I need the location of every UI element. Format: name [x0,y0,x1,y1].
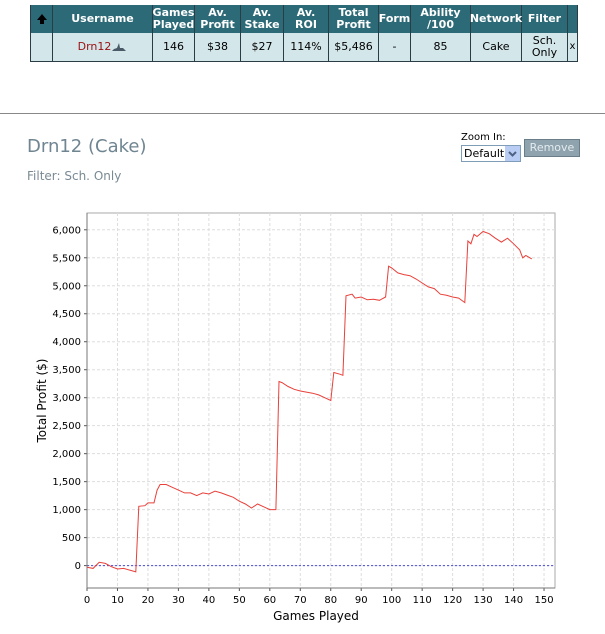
column-header: Total Profit [329,5,379,33]
zoom-label: Zoom In: [461,132,506,143]
y-tick-label: 1,000 [52,505,81,516]
row-cell: 114% [284,33,329,62]
x-tick-label: 0 [84,595,90,606]
y-axis-label: Total Profit ($) [35,359,49,444]
remove-link[interactable]: x [568,33,578,62]
zoom-select[interactable]: Default [461,145,521,162]
x-axis-label: Games Played [273,609,359,623]
y-tick-label: 4,500 [52,309,81,320]
panel-filter: Filter: Sch. Only [27,169,122,183]
y-tick-label: 6,000 [52,225,81,236]
row-cell: $27 [241,33,284,62]
sort-arrow-icon [36,14,47,24]
column-header: Av. ROI [284,5,329,33]
x-tick-label: 40 [203,595,216,606]
x-tick-label: 100 [382,595,401,606]
x-tick-label: 30 [172,595,185,606]
x-tick-label: 120 [443,595,462,606]
select-arrow [505,146,520,161]
row-cell: Sch. Only [522,33,568,62]
y-tick-label: 0 [75,561,81,572]
row-cell: $38 [195,33,241,62]
column-header: Form [379,5,411,33]
x-tick-label: 130 [474,595,493,606]
remove-button[interactable]: Remove [524,139,580,157]
column-header: Av. Stake [241,5,284,33]
x-tick-label: 10 [111,595,124,606]
x-tick-label: 70 [294,595,307,606]
x-tick-label: 140 [504,595,523,606]
sort-button[interactable] [30,5,53,33]
x-tick-label: 20 [142,595,155,606]
username-cell: Drn12 [53,33,153,62]
row-cell: 146 [153,33,195,62]
y-tick-label: 5,500 [52,253,81,264]
x-tick-label: 80 [324,595,337,606]
column-header: Games Played [152,5,195,33]
row-cell: 85 [411,33,471,62]
column-header: Filter [522,5,568,33]
column-header [568,5,578,33]
x-tick-label: 110 [413,595,432,606]
profit-line [86,230,533,573]
row-cell: Cake [471,33,522,62]
y-tick-label: 4,000 [52,337,81,348]
row-cell: $5,486 [329,33,379,62]
plot-area [86,212,556,589]
column-header: Username [53,5,153,33]
y-tick-label: 2,000 [52,449,81,460]
y-tick-label: 2,500 [52,421,81,432]
y-tick-label: 3,500 [52,365,81,376]
x-tick-label: 150 [534,595,553,606]
y-tick-label: 1,500 [52,477,81,488]
column-header: Network [470,5,522,33]
username-link[interactable]: Drn12 [77,40,112,53]
column-header: Av. Profit [195,5,241,33]
row-cell [30,33,53,62]
y-tick-label: 500 [62,533,81,544]
panel-title: Drn12 (Cake) [27,136,147,157]
divider [0,113,605,114]
column-header: Ability /100 [411,5,471,33]
shark-icon [112,43,127,51]
x-tick-label: 60 [263,595,276,606]
x-tick-label: 90 [355,595,368,606]
y-tick-label: 5,000 [52,281,81,292]
y-tick-label: 3,000 [52,393,81,404]
x-tick-label: 50 [233,595,246,606]
row-cell: - [379,33,411,62]
zoom-value: Default [464,147,505,160]
